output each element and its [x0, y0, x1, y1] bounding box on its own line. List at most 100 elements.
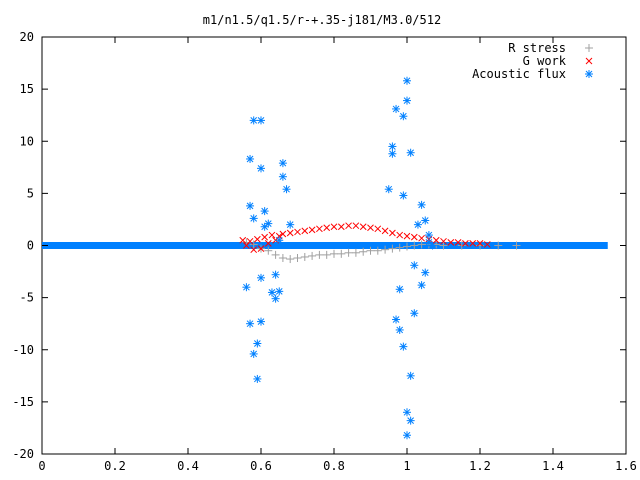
g-work-point: [294, 228, 301, 236]
acoustic-flux-point: [410, 309, 419, 318]
axis-ticks: 0 0.2 0.4 0.6 0.8 1 1.2 1.4 1.6 20 15 10 5 0 -5 -10 -15 -…: [12, 30, 637, 473]
acoustic-flux-point: [392, 315, 401, 324]
acoustic-flux-point: [275, 236, 284, 245]
acoustic-flux-point: [257, 317, 265, 326]
acoustic-flux-point: [286, 220, 295, 229]
g-work-point: [330, 223, 338, 231]
r-stress-point: [344, 248, 353, 257]
g-work-point: [264, 240, 272, 247]
r-stress-point: [330, 249, 338, 258]
acoustic-flux-point: [410, 261, 419, 270]
g-work-point: [308, 226, 316, 234]
g-work-point: [257, 245, 265, 252]
r-stress-point: [388, 244, 397, 253]
acoustic-flux-point: [249, 116, 258, 125]
acoustic-flux-point: [271, 270, 280, 279]
g-work-point: [323, 224, 331, 232]
g-work-point: [250, 246, 258, 254]
acoustic-flux-point: [246, 154, 255, 163]
g-work-point: [447, 239, 455, 246]
r-stress-point: [439, 241, 448, 250]
r-stress-point: [457, 241, 466, 250]
r-stress-point: [359, 247, 368, 256]
x-tick-label: 0.6: [250, 459, 272, 473]
y-tick-label: 15: [20, 82, 34, 96]
acoustic-flux-point: [403, 431, 411, 440]
r-stress-point: [293, 254, 302, 263]
g-work-point: [374, 225, 382, 233]
legend-marker: [585, 70, 593, 78]
g-work-point: [403, 232, 411, 240]
x-tick-label: 0.4: [177, 459, 199, 473]
g-work-point: [389, 229, 396, 237]
acoustic-flux-point: [253, 374, 262, 383]
g-work-point: [381, 227, 389, 235]
acoustic-flux-point: [428, 241, 437, 250]
chart-title: m1/n1.5/q1.5/r-+.35-j181/M3.0/512: [203, 13, 441, 27]
r-stress-point: [286, 255, 295, 264]
g-work-point: [239, 236, 247, 244]
acoustic-flux-point: [264, 219, 273, 228]
acoustic-flux-point: [257, 164, 265, 173]
acoustic-flux-point: [406, 416, 415, 425]
r-stress-point: [271, 250, 280, 259]
g-work-point: [432, 236, 440, 244]
r-stress-point: [278, 254, 287, 263]
series-acoustic-flux: [242, 76, 437, 440]
g-work-point: [462, 240, 469, 247]
y-tick-label: 20: [20, 30, 34, 44]
g-work-point: [301, 227, 309, 235]
r-stress-point: [264, 246, 273, 255]
g-work-point: [268, 231, 276, 239]
x-tick-label: 0.8: [323, 459, 345, 473]
acoustic-flux-point: [249, 214, 258, 223]
acoustic-flux-point: [242, 283, 251, 292]
acoustic-flux-point: [395, 325, 404, 334]
acoustic-flux-point: [395, 285, 404, 294]
acoustic-flux-point: [271, 294, 280, 303]
acoustic-flux-point: [253, 339, 262, 348]
acoustic-flux-point: [406, 148, 415, 157]
legend-label: R stress: [508, 41, 566, 55]
acoustic-flux-point: [388, 142, 397, 151]
y-tick-label: -15: [12, 395, 34, 409]
acoustic-flux-point: [417, 281, 426, 290]
r-stress-point: [351, 248, 360, 257]
g-work-point: [418, 234, 425, 242]
g-work-point: [483, 241, 491, 248]
g-work-point: [337, 223, 345, 231]
g-work-point: [261, 233, 269, 241]
x-tick-label: 1: [403, 459, 410, 473]
g-work-point: [367, 224, 374, 232]
r-stress-point: [300, 252, 309, 261]
acoustic-flux-point: [257, 116, 265, 125]
x-tick-label: 1.4: [542, 459, 564, 473]
x-tick-label: 0.2: [104, 459, 126, 473]
r-stress-point: [417, 240, 426, 249]
g-work-point: [253, 235, 261, 243]
r-stress-point: [366, 246, 375, 255]
acoustic-flux-point: [282, 185, 291, 194]
acoustic-flux-point: [275, 287, 284, 296]
acoustic-flux-point: [399, 191, 408, 200]
acoustic-flux-point: [413, 220, 422, 229]
acoustic-flux-point: [392, 104, 401, 113]
r-stress-point: [308, 251, 317, 260]
y-tick-label: -20: [12, 447, 34, 461]
g-work-point: [246, 237, 254, 245]
acoustic-flux-point: [257, 273, 265, 282]
acoustic-flux-point: [246, 319, 255, 328]
r-stress-point: [315, 250, 324, 259]
acoustic-flux-point: [403, 96, 411, 105]
series-r-stress: [242, 238, 521, 264]
acoustic-flux-point: [421, 268, 430, 277]
data-points: [239, 76, 521, 440]
y-tick-label: 10: [20, 134, 34, 148]
y-tick-label: 0: [27, 239, 34, 253]
legend-label: Acoustic flux: [472, 67, 566, 81]
legend-marker: [585, 44, 593, 52]
acoustic-flux-point: [406, 371, 415, 380]
x-tick-label: 1.2: [469, 459, 491, 473]
